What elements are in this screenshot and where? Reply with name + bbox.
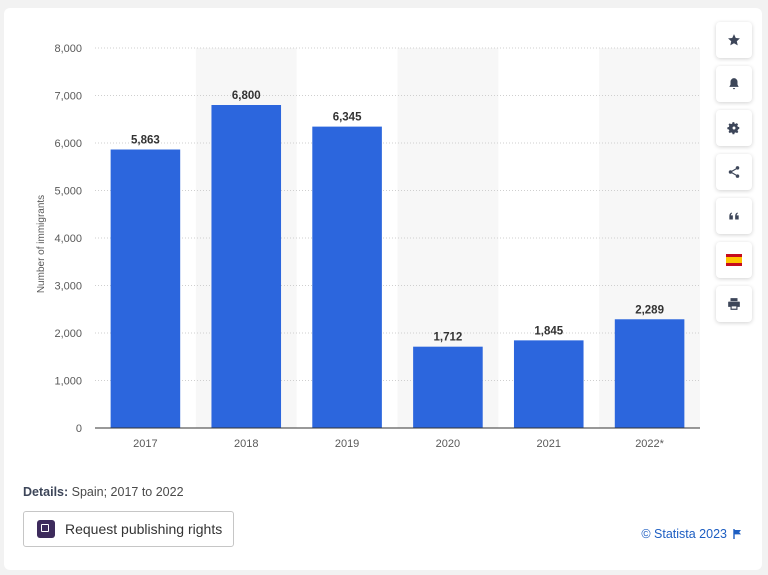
- bars: [110, 105, 685, 429]
- bell-icon: [729, 78, 739, 90]
- x-tick-label: 2022*: [635, 438, 664, 450]
- y-tick-label: 2,000: [54, 328, 82, 340]
- details-label: Details:: [23, 485, 69, 499]
- bar-2017: [110, 149, 181, 428]
- x-tick-label: 2021: [537, 438, 561, 450]
- credit-text: © Statista 2023: [641, 527, 727, 541]
- bar-2019: [312, 126, 382, 429]
- x-tick-label: 2019: [335, 438, 359, 450]
- y-tick-label: 8,000: [54, 43, 82, 55]
- cite-button[interactable]: [716, 198, 752, 234]
- y-tick-label: 0: [76, 423, 82, 435]
- bar-value-label: 6,800: [232, 90, 261, 102]
- bar-value-label: 1,845: [534, 325, 563, 337]
- labels: 0 1,000 2,000 3,000 4,000 5,000 6,000 7,000 8,00…: [36, 43, 665, 450]
- bar-value-label: 1,712: [434, 332, 463, 344]
- y-tick-label: 3,000: [54, 281, 82, 293]
- spain-flag-icon: [726, 254, 742, 266]
- bar-value-label: 5,863: [131, 135, 160, 147]
- settings-button[interactable]: [716, 110, 752, 146]
- request-publishing-rights-button[interactable]: Request publishing rights: [23, 511, 234, 547]
- share-icon: [728, 166, 740, 178]
- bar-2020: [413, 346, 483, 428]
- quote-icon: [729, 212, 739, 220]
- x-tick-label: 2018: [234, 438, 258, 450]
- y-tick-label: 5,000: [54, 186, 82, 198]
- y-tick-label: 1,000: [54, 376, 82, 388]
- bar-value-label: 2,289: [635, 304, 664, 316]
- bar-value-label: 6,345: [333, 112, 362, 124]
- bar-2018: [211, 105, 282, 428]
- chart-toolbar: [716, 22, 754, 330]
- print-icon: [728, 298, 740, 310]
- notification-button[interactable]: [716, 66, 752, 102]
- chart-card: 0 1,000 2,000 3,000 4,000 5,000 6,000 7,000 8,00…: [4, 8, 762, 570]
- details-value: Spain; 2017 to 2022: [68, 485, 184, 499]
- y-tick-label: 7,000: [54, 91, 82, 103]
- publish-button-label: Request publishing rights: [65, 521, 223, 537]
- favorite-button[interactable]: [716, 22, 752, 58]
- star-icon: [728, 34, 740, 46]
- statista-credit-link[interactable]: © Statista 2023: [641, 527, 742, 541]
- gridlines: [95, 47, 700, 381]
- gear-icon: [727, 122, 740, 135]
- publishing-icon: [37, 520, 55, 538]
- bar-2021: [513, 340, 584, 428]
- y-tick-label: 4,000: [54, 233, 82, 245]
- bar-2022*: [614, 319, 685, 428]
- print-button[interactable]: [716, 286, 752, 322]
- x-tick-label: 2020: [436, 438, 460, 450]
- share-button[interactable]: [716, 154, 752, 190]
- language-button[interactable]: [716, 242, 752, 278]
- flag-icon: [733, 529, 741, 539]
- x-tick-label: 2017: [133, 438, 157, 450]
- bar-chart: 0 1,000 2,000 3,000 4,000 5,000 6,000 7,000 8,00…: [36, 43, 700, 450]
- y-tick-label: 6,000: [54, 138, 82, 150]
- details-text: Details: Spain; 2017 to 2022: [23, 485, 184, 499]
- y-axis-title: Number of immigrants: [36, 195, 47, 293]
